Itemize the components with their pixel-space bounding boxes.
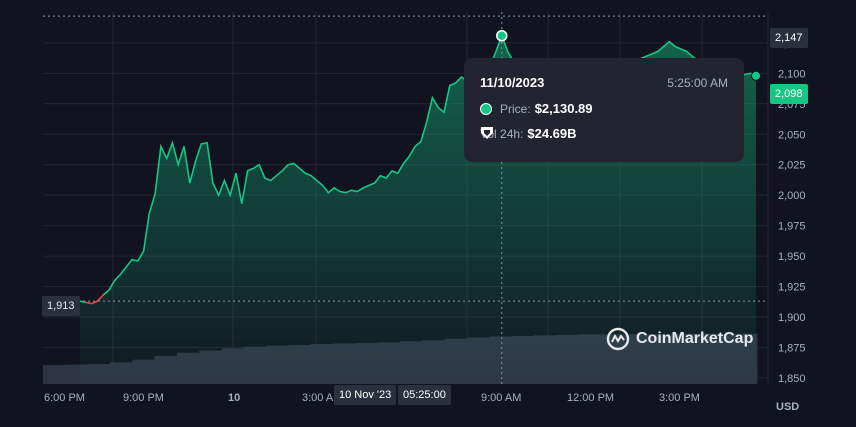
y-tick-label: 1,950 [778, 251, 806, 263]
x-tick-label: 3:00 AM [302, 392, 342, 404]
volume-bar [43, 365, 66, 384]
tooltip-price-value: $2,130.89 [534, 101, 593, 116]
coinmarketcap-logo-icon [606, 327, 630, 351]
y-tick-label: 1,900 [778, 312, 806, 324]
x-tick-label: 6:00 PM [44, 392, 85, 404]
tooltip-volume-row: Vol 24h: $24.69B [480, 126, 577, 141]
tooltip-time: 5:25:00 AM [667, 76, 728, 90]
crosshair-date-label: 10 Nov '23 [334, 385, 397, 405]
x-tick-label: 12:00 PM [567, 392, 614, 404]
logo-text: CoinMarketCap [636, 330, 754, 347]
price-line-below-open [85, 294, 104, 305]
high-price-badge: 2,147 [770, 28, 808, 48]
tooltip-date: 11/10/2023 [480, 75, 545, 90]
tooltip: 11/10/2023 5:25:00 AM Price: $2,130.89 V… [464, 58, 744, 162]
current-price-point [751, 70, 761, 81]
y-tick-label: 2,025 [778, 160, 806, 172]
price-line [79, 33, 757, 305]
low-price-badge: 1,913 [42, 296, 80, 316]
y-tick-label: 2,100 [778, 68, 806, 80]
y-tick-label: 2,000 [778, 190, 806, 202]
crosshair-time-label: 05:25:00 [398, 385, 451, 405]
tooltip-price-row: Price: $2,130.89 [480, 101, 593, 116]
crosshair-point [496, 29, 508, 42]
x-tick-label: 10 [228, 392, 240, 404]
coinmarketcap-logo: CoinMarketCap [606, 327, 753, 351]
y-tick-label: 2,050 [778, 129, 806, 141]
x-tick-label: 3:00 PM [659, 392, 700, 404]
y-tick-label: 1,925 [778, 282, 806, 294]
tooltip-price-label: Price: [500, 101, 531, 116]
y-tick-label: 1,850 [778, 373, 806, 385]
volume-shield-icon [481, 127, 493, 139]
x-tick-label: 9:00 PM [123, 392, 164, 404]
y-tick-label: 1,875 [778, 342, 806, 354]
price-dot-icon [480, 102, 492, 115]
tooltip-volume-value: $24.69B [527, 126, 577, 141]
currency-label: USD [776, 401, 800, 413]
y-tick-label: 1,975 [778, 221, 806, 233]
x-tick-label: 9:00 AM [481, 392, 521, 404]
current-price-badge: 2,098 [770, 84, 808, 104]
